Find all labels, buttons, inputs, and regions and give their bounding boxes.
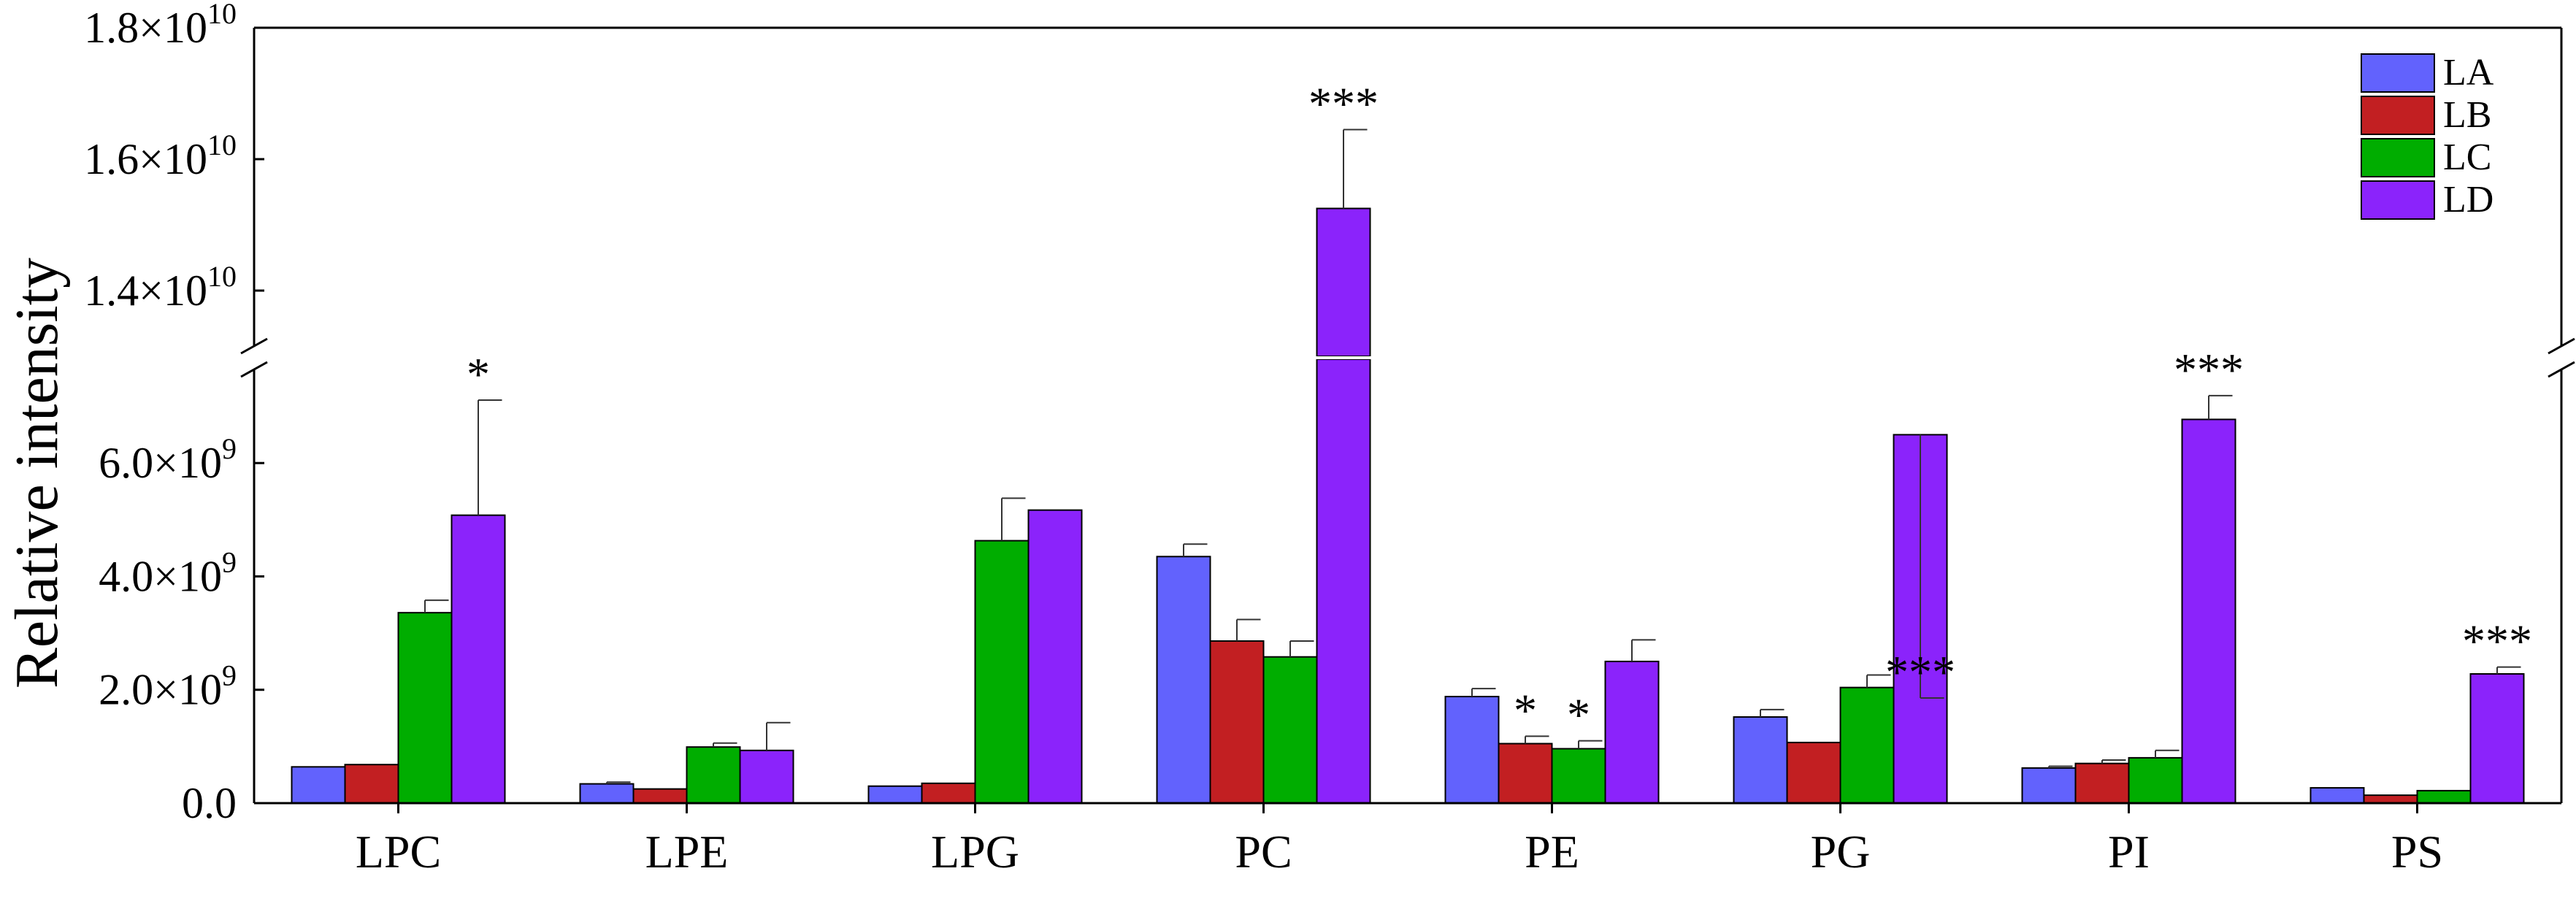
bar-LB-PC xyxy=(1209,640,1265,805)
axis-break-mark xyxy=(2548,337,2575,355)
bar-LA-PS xyxy=(2309,787,2365,804)
x-tick-label-PE: PE xyxy=(1525,826,1579,878)
axis-break-mark xyxy=(2548,361,2575,378)
bar-LA-LPE xyxy=(579,783,635,804)
x-tick-label-LPC: LPC xyxy=(356,826,441,878)
bar-LA-PI xyxy=(2021,767,2077,804)
x-tick-label-PI: PI xyxy=(2108,826,2150,878)
y-tick-label: 1.4×1010 xyxy=(84,260,237,315)
bar-LC-PE xyxy=(1551,748,1606,804)
significance-label-LD-PG: *** xyxy=(1885,646,1955,698)
legend-label-LB: LB xyxy=(2443,94,2491,136)
bar-LC-PG xyxy=(1839,686,1895,805)
axes-layer xyxy=(240,26,2575,813)
significance-label-LD-PI: *** xyxy=(2174,344,2244,396)
bar-LA-PG xyxy=(1733,716,1788,804)
bar-LB-LPE xyxy=(632,788,688,805)
bar-LC-PC xyxy=(1262,656,1318,804)
bar-LB-PI xyxy=(2074,762,2130,804)
bar-LC-LPC xyxy=(397,612,453,804)
y-tick-label: 1.8×1010 xyxy=(84,0,237,52)
y-axis-label: Relative intensity xyxy=(3,258,71,689)
bar-LA-PC xyxy=(1156,556,1211,804)
significance-label-LB-PE: * xyxy=(1514,684,1537,736)
bars-layer xyxy=(291,129,2525,805)
significance-label-LC-PE: * xyxy=(1567,689,1590,741)
bar-LD-PS xyxy=(2469,673,2525,804)
labels-layer: * LPC LPE LPG *** PC * * PE *** PG *** PI *** PS 0.0 2.0… xyxy=(84,0,2532,878)
legend-swatch-LD xyxy=(2361,180,2435,220)
bar-LA-PE xyxy=(1444,696,1500,804)
significance-label-LD-PC: *** xyxy=(1308,78,1379,130)
bar-LA-LPC xyxy=(291,766,346,805)
legend-label-LC: LC xyxy=(2443,137,2491,178)
legend-swatch-LA xyxy=(2361,53,2435,93)
bar-LD-PC xyxy=(1316,358,1371,804)
bar-LD-LPC xyxy=(451,514,506,804)
x-tick-label-PS: PS xyxy=(2391,826,2443,878)
x-tick-label-LPE: LPE xyxy=(645,826,729,878)
bar-LC-LPG xyxy=(974,540,1030,804)
significance-label-LD-LPC: * xyxy=(467,348,490,400)
y-tick-label: 0.0 xyxy=(182,779,237,827)
x-tick-label-PG: PG xyxy=(1811,826,1871,878)
x-tick-label-LPG: LPG xyxy=(931,826,1019,878)
legend-label-LD: LD xyxy=(2443,179,2493,220)
bar-LB-PS xyxy=(2363,794,2418,805)
y-tick-label: 4.0×109 xyxy=(99,545,237,600)
x-tick-label-PC: PC xyxy=(1235,826,1292,878)
bar-LB-LPC xyxy=(344,764,399,805)
bar-LB-PE xyxy=(1498,743,1553,804)
bar-LC-LPE xyxy=(686,746,741,804)
y-tick-label: 6.0×109 xyxy=(99,432,237,487)
bar-LB-PG xyxy=(1786,741,1841,804)
legend-swatch-LB xyxy=(2361,96,2435,135)
bar-LA-LPG xyxy=(867,785,923,805)
legend-swatch-LC xyxy=(2361,138,2435,177)
axis-break-mark xyxy=(240,361,268,378)
y-tick-label: 1.6×1010 xyxy=(84,129,237,183)
significance-label-LD-PS: *** xyxy=(2462,615,2532,667)
legend-label-LA: LA xyxy=(2443,52,2494,93)
bar-LD-PE xyxy=(1604,660,1660,805)
bar-break-gap xyxy=(1315,356,1372,359)
bar-LD-LPG xyxy=(1027,509,1083,804)
bar-LD-LPE xyxy=(739,749,794,804)
bar-LC-PI xyxy=(2128,756,2183,805)
y-tick-label: 2.0×109 xyxy=(99,659,237,714)
bar-LC-PS xyxy=(2416,789,2472,804)
bar-LD-PI xyxy=(2181,418,2236,804)
bar-LB-LPG xyxy=(921,782,976,805)
bar-upper-LD-PC xyxy=(1316,207,1371,357)
axis-break-mark xyxy=(240,337,268,355)
